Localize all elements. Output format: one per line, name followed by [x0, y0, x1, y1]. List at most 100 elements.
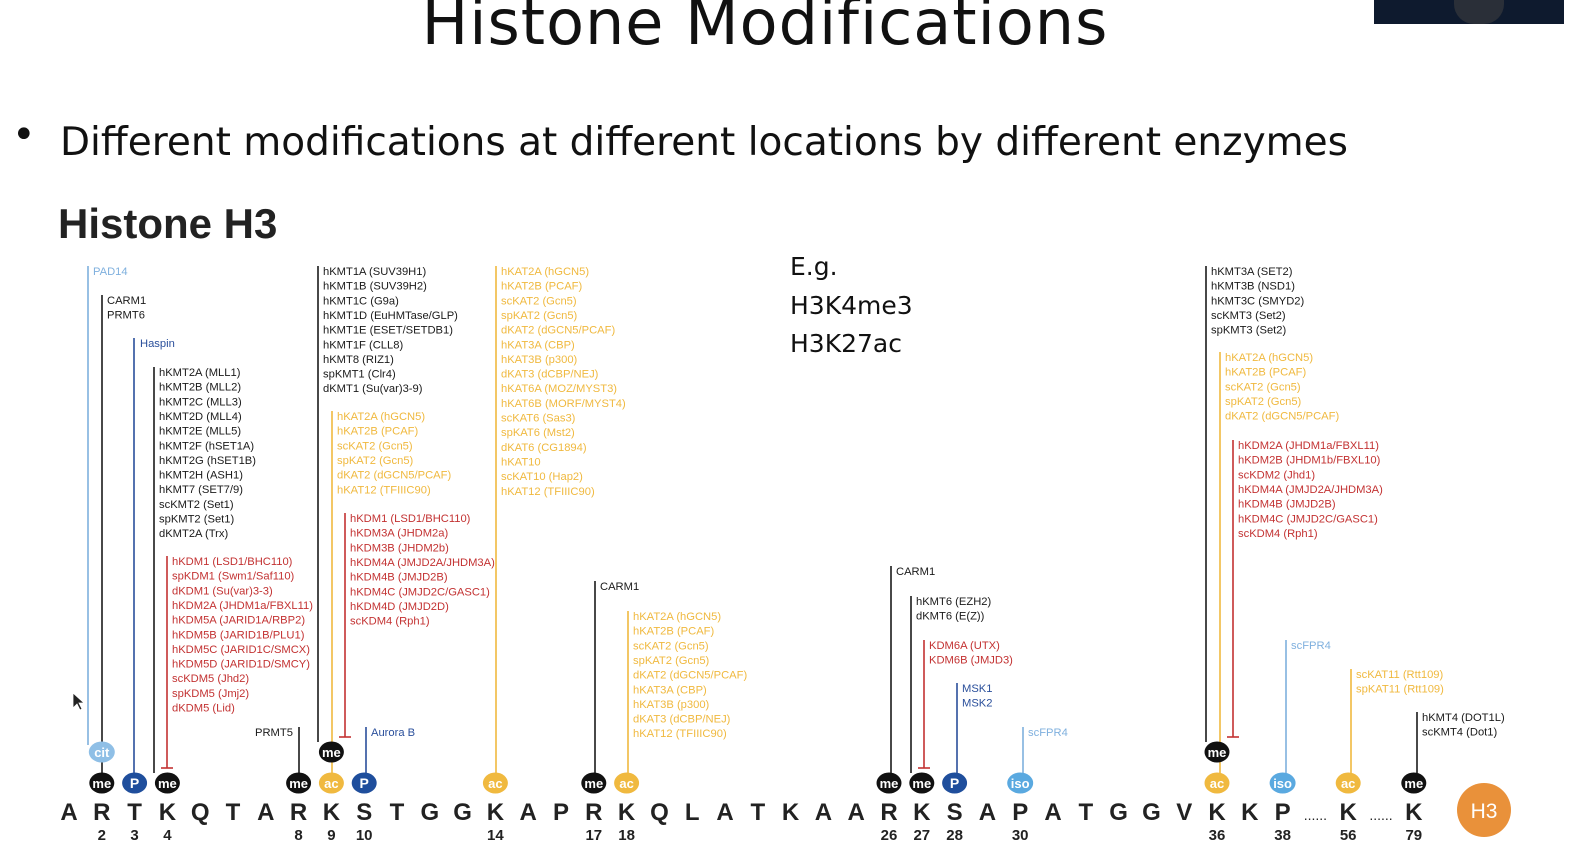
enzyme-label: dKMT1 (Su(var)3-9) — [323, 383, 423, 395]
enzyme-label: hKDM5A (JARID1A/RBP2) — [172, 615, 305, 627]
mark-label: P — [360, 775, 369, 791]
sequence-residue: K — [782, 799, 800, 826]
sequence-residue: Q — [650, 799, 669, 826]
mark-cit — [88, 741, 115, 763]
sequence-residue: G — [420, 799, 439, 826]
enzyme-label: hKMT2F (hSET1A) — [159, 440, 254, 452]
enzyme-label: hKAT2A (hGCN5) — [633, 611, 721, 623]
enzyme-label: hKAT6B (MORF/MYST4) — [501, 398, 626, 410]
enzyme-label: scKAT10 (Hap2) — [501, 471, 583, 483]
enzyme-label: dKAT3 (dCBP/NEJ) — [633, 714, 731, 726]
enzyme-label: hKDM3A (JHDM2a) — [350, 528, 448, 540]
enzyme-label: dKDM1 (Su(var)3-3) — [172, 585, 273, 597]
mark-label: iso — [1273, 776, 1292, 791]
sequence-residue: K — [487, 799, 505, 826]
sequence-residue: T — [390, 799, 405, 826]
sequence-residue: K — [618, 799, 636, 826]
mark-label: ac — [324, 776, 338, 791]
enzyme-label: hKDM4B (JMJD2B) — [350, 572, 448, 584]
enzyme-label: hKMT2B (MLL2) — [159, 382, 241, 394]
mark-label: ac — [1210, 776, 1224, 791]
mark-iso — [1007, 772, 1034, 794]
sequence-residue: A — [848, 799, 865, 826]
enzyme-label: hKAT12 (TFIIIC90) — [633, 728, 727, 740]
sequence-residue: L — [685, 799, 700, 826]
mark-label: P — [950, 775, 959, 791]
enzyme-label: dKMT2A (Trx) — [159, 528, 228, 540]
enzyme-label: hKDM2B (JHDM1b/FBXL10) — [1238, 455, 1381, 467]
enzyme-label: hKDM2A (JHDM1a/FBXL11) — [1238, 440, 1379, 452]
enzyme-label: scKDM4 (Rph1) — [1238, 528, 1318, 540]
mark-label: me — [322, 745, 341, 760]
enzyme-label: scKAT11 (Rtt109) — [1356, 669, 1444, 681]
sequence-residue: ...... — [1304, 807, 1327, 823]
enzyme-label: MSK1 — [962, 683, 992, 695]
sequence-residue: A — [60, 799, 77, 826]
enzyme-label: hKMT3B (NSD1) — [1211, 281, 1295, 293]
mark-iso — [1269, 772, 1296, 794]
enzyme-label: dKDM5 (Lid) — [172, 703, 235, 715]
residue-number: 27 — [913, 827, 930, 844]
enzyme-label: hKDM1 (LSD1/BHC110) — [350, 513, 471, 525]
enzyme-label: scKDM4 (Rph1) — [350, 616, 430, 628]
enzyme-label: scKAT2 (Gcn5) — [633, 640, 709, 652]
enzyme-label: MSK2 — [962, 698, 992, 710]
enzyme-label: scKMT2 (Set1) — [159, 499, 234, 511]
enzyme-label: hKAT6A (MOZ/MYST3) — [501, 383, 617, 395]
presenter-thumbnail — [1454, 0, 1504, 24]
enzyme-label: spKAT2 (Gcn5) — [337, 455, 414, 467]
bullet-text: Different modifications at different loc… — [60, 120, 1348, 165]
sequence-residue: T — [226, 799, 241, 826]
residue-number: 79 — [1405, 827, 1422, 844]
enzyme-label: spKDM1 (Swm1/Saf110) — [172, 571, 295, 583]
mark-label: ac — [488, 776, 502, 791]
enzyme-label: spKMT2 (Set1) — [159, 514, 235, 526]
residue-number: 2 — [98, 827, 106, 844]
sequence-residue: T — [127, 799, 142, 826]
sequence-residue: R — [290, 799, 307, 826]
residue-number: 4 — [163, 827, 172, 844]
sequence-residue: A — [1044, 799, 1061, 826]
enzyme-label: hKMT7 (SET7/9) — [159, 484, 243, 496]
enzyme-label: hKAT2B (PCAF) — [633, 626, 715, 638]
example-label: E.g. — [790, 252, 838, 281]
enzyme-label: scFPR4 — [1028, 727, 1068, 739]
sequence-residue: A — [520, 799, 537, 826]
sequence-residue: A — [979, 799, 996, 826]
enzyme-label: hKMT1B (SUV39H2) — [323, 281, 427, 293]
mark-ac — [482, 772, 508, 794]
sequence-residue: R — [93, 799, 110, 826]
enzyme-label: hKAT2B (PCAF) — [501, 281, 583, 293]
enzyme-label: hKAT3B (p300) — [501, 354, 578, 366]
enzyme-label: hKAT3B (p300) — [633, 699, 710, 711]
enzyme-label: hKAT12 (TFIIIC90) — [501, 486, 595, 498]
enzyme-label: spKAT2 (Gcn5) — [501, 310, 578, 322]
enzyme-label: KDM6A (UTX) — [929, 640, 1000, 652]
sequence-residue: K — [1241, 799, 1259, 826]
enzyme-label: hKDM4B (JMJD2B) — [1238, 499, 1336, 511]
mark-me — [1204, 741, 1230, 763]
enzyme-label: hKMT2D (MLL4) — [159, 411, 242, 423]
residue-number: 10 — [356, 827, 373, 844]
enzyme-label: hKAT3A (CBP) — [501, 339, 575, 351]
mark-me — [89, 772, 115, 794]
enzyme-label: Haspin — [140, 338, 175, 350]
enzyme-label: hKDM5B (JARID1B/PLU1) — [172, 629, 305, 641]
enzyme-label: hKAT2A (hGCN5) — [337, 411, 425, 423]
enzyme-label: scFPR4 — [1291, 640, 1331, 652]
example-mark-2: H3K27ac — [790, 329, 902, 358]
sequence-residue: S — [356, 799, 372, 826]
mark-label: P — [130, 775, 139, 791]
enzyme-label: hKDM4D (JMJD2D) — [350, 601, 449, 613]
enzyme-label: hKDM5D (JARID1D/SMCY) — [172, 659, 310, 671]
enzyme-label: hKAT2B (PCAF) — [337, 426, 419, 438]
sequence-residue: T — [1078, 799, 1093, 826]
enzyme-label: scKAT2 (Gcn5) — [337, 440, 413, 452]
enzyme-label: CARM1 — [896, 566, 935, 578]
mark-ac — [1335, 772, 1361, 794]
enzyme-label: spKMT1 (Clr4) — [323, 369, 396, 381]
enzyme-label: hKMT1A (SUV39H1) — [323, 266, 426, 278]
enzyme-label: hKMT2A (MLL1) — [159, 367, 241, 379]
sequence-residue: K — [913, 799, 931, 826]
